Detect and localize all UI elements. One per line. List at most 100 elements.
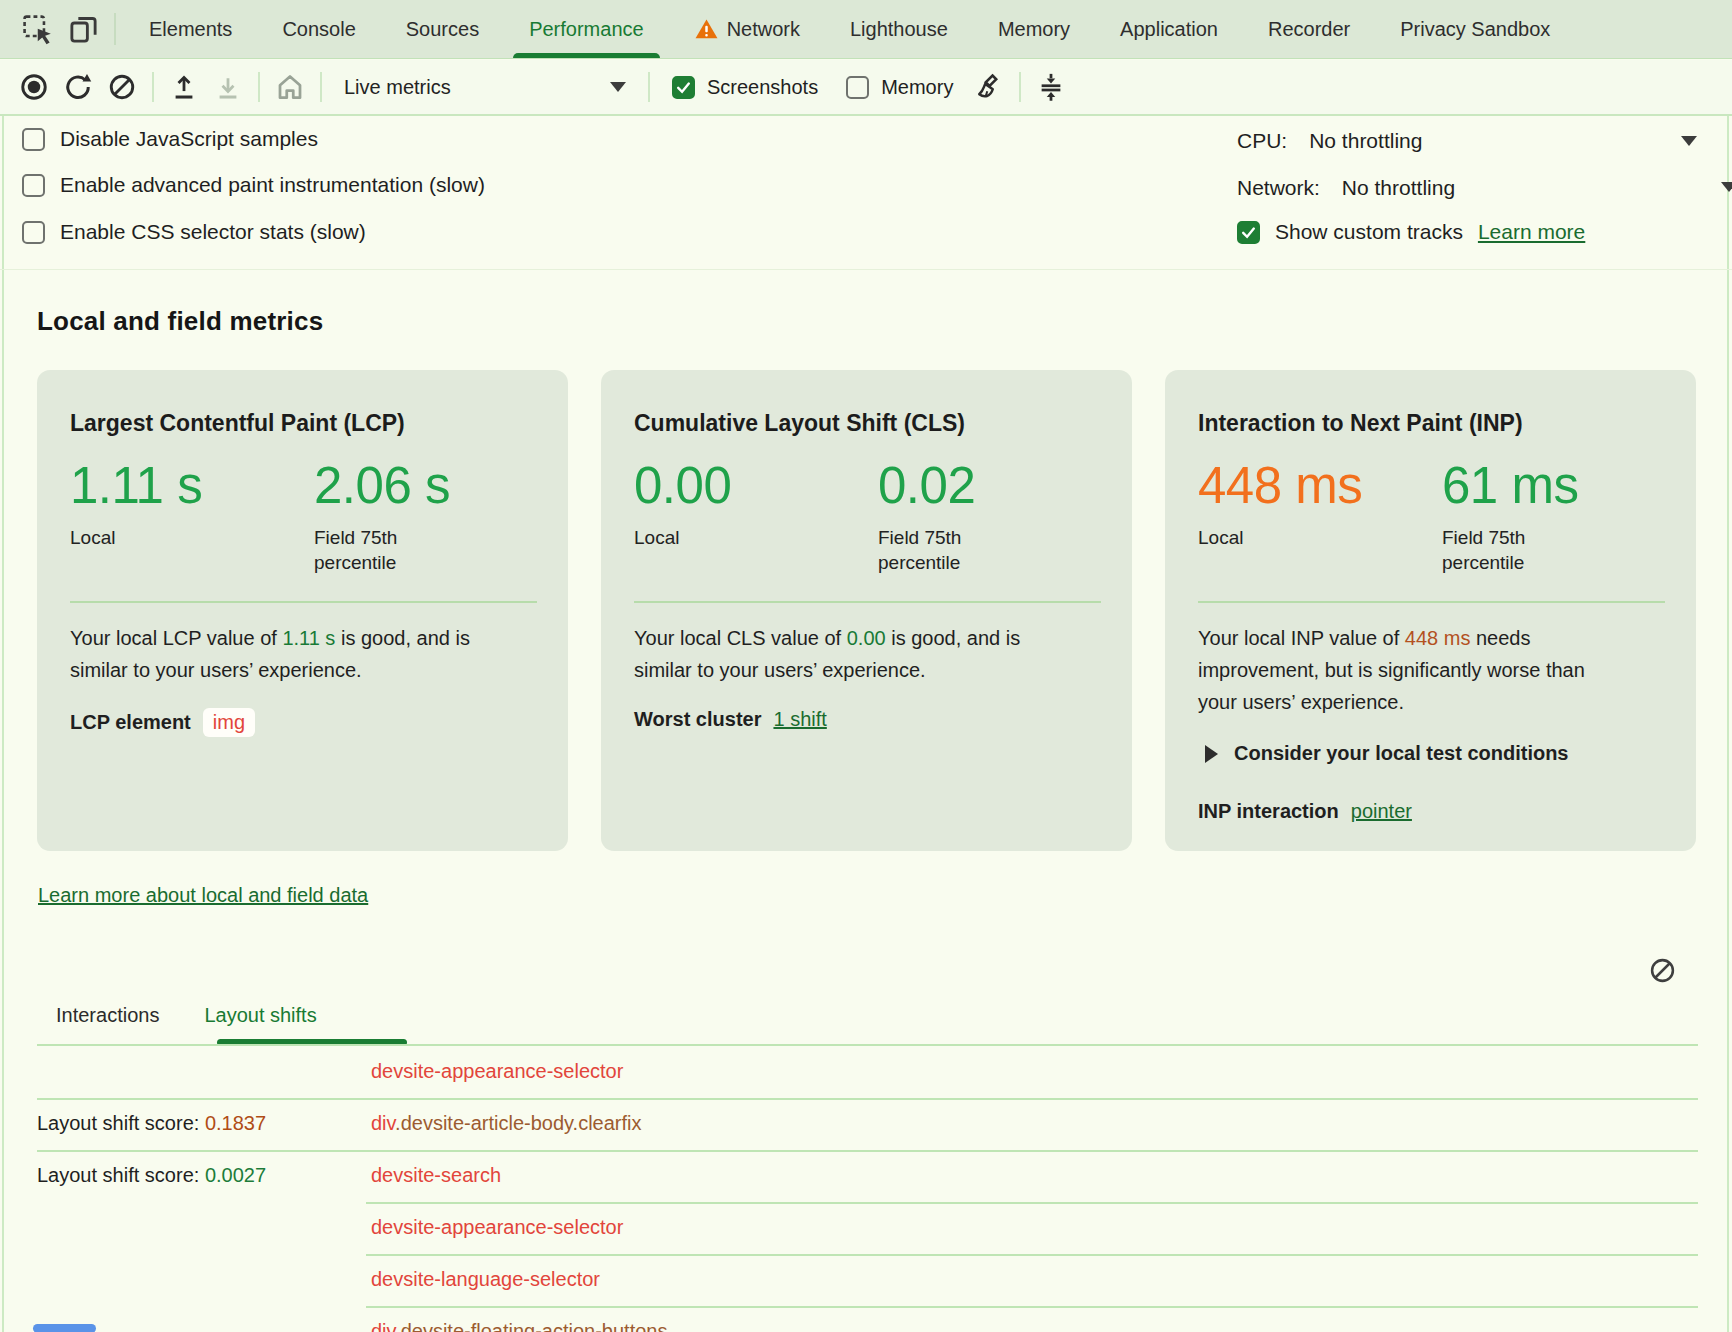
cls-local-label: Local bbox=[634, 525, 784, 550]
inp-interaction-link[interactable]: pointer bbox=[1351, 800, 1412, 823]
tab-recorder[interactable]: Recorder bbox=[1243, 0, 1375, 58]
network-throttling-select[interactable]: Network: No throttling bbox=[1237, 176, 1455, 200]
load-profile-button[interactable] bbox=[162, 65, 206, 109]
reload-and-record-button[interactable] bbox=[56, 65, 100, 109]
table-row[interactable]: devsite-appearance-selector bbox=[37, 1202, 1698, 1254]
inp-desc-value: 448 ms bbox=[1405, 627, 1471, 649]
advanced-paint-instrumentation-row[interactable]: Enable advanced paint instrumentation (s… bbox=[22, 173, 485, 197]
inspect-cursor-icon bbox=[22, 14, 53, 45]
lcp-field-value: 2.06 s bbox=[314, 456, 464, 515]
tab-application[interactable]: Application bbox=[1095, 0, 1243, 58]
tab-label: Application bbox=[1120, 18, 1218, 41]
learn-more-local-field-link[interactable]: Learn more about local and field data bbox=[38, 884, 368, 907]
screenshots-checkbox-row[interactable]: Screenshots bbox=[672, 76, 818, 99]
network-label: Network: bbox=[1237, 176, 1320, 200]
inp-interaction-label: INP interaction bbox=[1198, 800, 1339, 823]
clear-button[interactable] bbox=[100, 65, 144, 109]
chevron-down-icon[interactable] bbox=[1681, 136, 1697, 146]
home-button[interactable] bbox=[268, 65, 312, 109]
lcp-element-link[interactable]: img bbox=[203, 708, 255, 737]
lcp-field-column: 2.06 s Field 75th percentile bbox=[314, 456, 464, 575]
inp-field-label: Field 75th percentile bbox=[1442, 525, 1592, 575]
advanced-paint-checkbox[interactable] bbox=[22, 174, 45, 197]
tab-label: Performance bbox=[529, 18, 644, 41]
lcp-element-row: LCP element img bbox=[70, 708, 255, 737]
panel-right-border bbox=[1727, 116, 1729, 1332]
table-row[interactable]: devsite-appearance-selector bbox=[37, 1046, 1698, 1098]
cls-field-label: Field 75th percentile bbox=[878, 525, 1028, 575]
checkbox-label: Enable advanced paint instrumentation (s… bbox=[60, 173, 485, 197]
tab-interactions[interactable]: Interactions bbox=[56, 1004, 159, 1035]
download-icon bbox=[214, 73, 242, 101]
device-toolbar-button[interactable] bbox=[60, 0, 106, 58]
worst-cluster-link[interactable]: 1 shift bbox=[773, 708, 826, 731]
home-icon bbox=[275, 72, 305, 102]
screenshots-label: Screenshots bbox=[707, 76, 818, 99]
upload-icon bbox=[170, 73, 198, 101]
cls-local-column: 0.00 Local bbox=[634, 456, 784, 550]
show-custom-tracks-row[interactable]: Show custom tracks Learn more bbox=[1237, 220, 1585, 244]
chevron-down-icon bbox=[610, 82, 626, 92]
toolbar-separator bbox=[152, 72, 154, 102]
element-link[interactable]: devsite-search bbox=[371, 1164, 501, 1187]
tab-privacy-sandbox[interactable]: Privacy Sandbox bbox=[1375, 0, 1575, 58]
horizontal-scrollbar-thumb[interactable] bbox=[33, 1324, 96, 1332]
lcp-card-title: Largest Contentful Paint (LCP) bbox=[70, 410, 405, 437]
element-link[interactable]: devsite-appearance-selector bbox=[371, 1216, 623, 1239]
toolbar-separator bbox=[320, 72, 322, 102]
inp-local-label: Local bbox=[1198, 525, 1348, 550]
element-link[interactable]: div.devsite-article-body.clearfix bbox=[371, 1112, 641, 1135]
lcp-field-label: Field 75th percentile bbox=[314, 525, 464, 575]
tab-memory[interactable]: Memory bbox=[973, 0, 1095, 58]
devtools-tabbar: Elements Console Sources Performance Net… bbox=[0, 0, 1732, 59]
disable-js-samples-row[interactable]: Disable JavaScript samples bbox=[22, 127, 318, 151]
history-dropdown[interactable]: Live metrics bbox=[330, 65, 640, 109]
cls-local-value: 0.00 bbox=[634, 456, 784, 515]
clear-layout-shifts-button[interactable] bbox=[1648, 956, 1677, 985]
table-row[interactable]: Layout shift score: 0.1837 div.devsite-a… bbox=[37, 1098, 1698, 1150]
save-profile-button[interactable] bbox=[206, 65, 250, 109]
element-link[interactable]: div.devsite-floating-action-buttons bbox=[371, 1320, 667, 1332]
device-toolbar-icon bbox=[68, 14, 99, 45]
history-dropdown-value: Live metrics bbox=[344, 76, 451, 99]
block-icon bbox=[107, 72, 137, 102]
inspect-element-button[interactable] bbox=[14, 0, 60, 58]
memory-label: Memory bbox=[881, 76, 953, 99]
card-divider bbox=[1198, 601, 1665, 603]
capture-settings: Disable JavaScript samples Enable advanc… bbox=[0, 116, 1732, 270]
css-selector-stats-checkbox[interactable] bbox=[22, 221, 45, 244]
chevron-down-icon[interactable] bbox=[1721, 182, 1732, 192]
inp-card-title: Interaction to Next Paint (INP) bbox=[1198, 410, 1523, 437]
disable-js-samples-checkbox[interactable] bbox=[22, 128, 45, 151]
screenshots-checkbox[interactable] bbox=[672, 76, 695, 99]
tab-sources[interactable]: Sources bbox=[381, 0, 504, 58]
table-row[interactable]: div.devsite-floating-action-buttons bbox=[37, 1306, 1698, 1332]
local-test-conditions-disclosure[interactable]: Consider your local test conditions bbox=[1205, 742, 1569, 765]
table-row[interactable]: devsite-language-selector bbox=[37, 1254, 1698, 1306]
cls-field-column: 0.02 Field 75th percentile bbox=[878, 456, 1028, 575]
tabbar-separator bbox=[114, 13, 116, 45]
memory-checkbox-row[interactable]: Memory bbox=[846, 76, 953, 99]
element-link[interactable]: devsite-language-selector bbox=[371, 1268, 600, 1291]
tab-console[interactable]: Console bbox=[257, 0, 380, 58]
cpu-throttling-select[interactable]: CPU: No throttling bbox=[1237, 129, 1422, 153]
tab-lighthouse[interactable]: Lighthouse bbox=[825, 0, 973, 58]
cpu-value: No throttling bbox=[1309, 129, 1422, 153]
collapse-panel-button[interactable] bbox=[1029, 65, 1073, 109]
show-custom-tracks-checkbox[interactable] bbox=[1237, 221, 1260, 244]
inp-card: Interaction to Next Paint (INP) 448 ms L… bbox=[1165, 370, 1696, 851]
record-button[interactable] bbox=[12, 65, 56, 109]
tab-network[interactable]: Network bbox=[669, 0, 825, 58]
tab-layout-shifts[interactable]: Layout shifts bbox=[204, 1004, 316, 1035]
table-row[interactable]: Layout shift score: 0.0027 devsite-searc… bbox=[37, 1150, 1698, 1202]
learn-more-link[interactable]: Learn more bbox=[1478, 220, 1585, 244]
tab-elements[interactable]: Elements bbox=[124, 0, 257, 58]
css-selector-stats-row[interactable]: Enable CSS selector stats (slow) bbox=[22, 220, 366, 244]
element-link[interactable]: devsite-appearance-selector bbox=[371, 1060, 623, 1083]
memory-checkbox[interactable] bbox=[846, 76, 869, 99]
network-value: No throttling bbox=[1342, 176, 1455, 200]
gc-collect-garbage-button[interactable] bbox=[967, 65, 1011, 109]
worst-cluster-label: Worst cluster bbox=[634, 708, 761, 731]
tab-performance[interactable]: Performance bbox=[504, 0, 669, 58]
toolbar-separator bbox=[258, 72, 260, 102]
